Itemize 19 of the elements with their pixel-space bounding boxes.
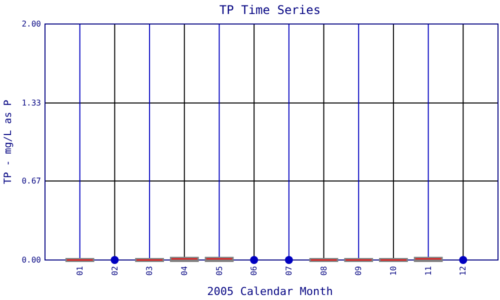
y-tick-label: 1.33 <box>22 98 42 108</box>
x-tick-label: 05 <box>214 266 224 276</box>
x-axis-title: 2005 Calendar Month <box>207 285 333 298</box>
x-tick-label: 09 <box>354 266 364 276</box>
x-tick-label: 02 <box>110 266 120 276</box>
x-tick-label: 11 <box>424 266 433 276</box>
x-tick-label: 01 <box>75 266 84 276</box>
x-tick-label: 07 <box>284 266 294 276</box>
x-tick-label: 03 <box>145 266 154 276</box>
y-tick-label: 0.67 <box>22 176 42 186</box>
x-tick-label: 06 <box>250 266 259 276</box>
chart-title: TP Time Series <box>219 3 321 17</box>
y-tick-label: 0.00 <box>22 256 42 265</box>
x-tick-label: 04 <box>180 266 189 276</box>
y-axis-title: TP - mg/L as P <box>3 100 14 184</box>
x-tick-label: 10 <box>389 266 398 276</box>
x-tick-label: 12 <box>458 266 468 276</box>
x-tick-label: 08 <box>319 266 328 276</box>
y-tick-label: 2.00 <box>22 20 42 29</box>
